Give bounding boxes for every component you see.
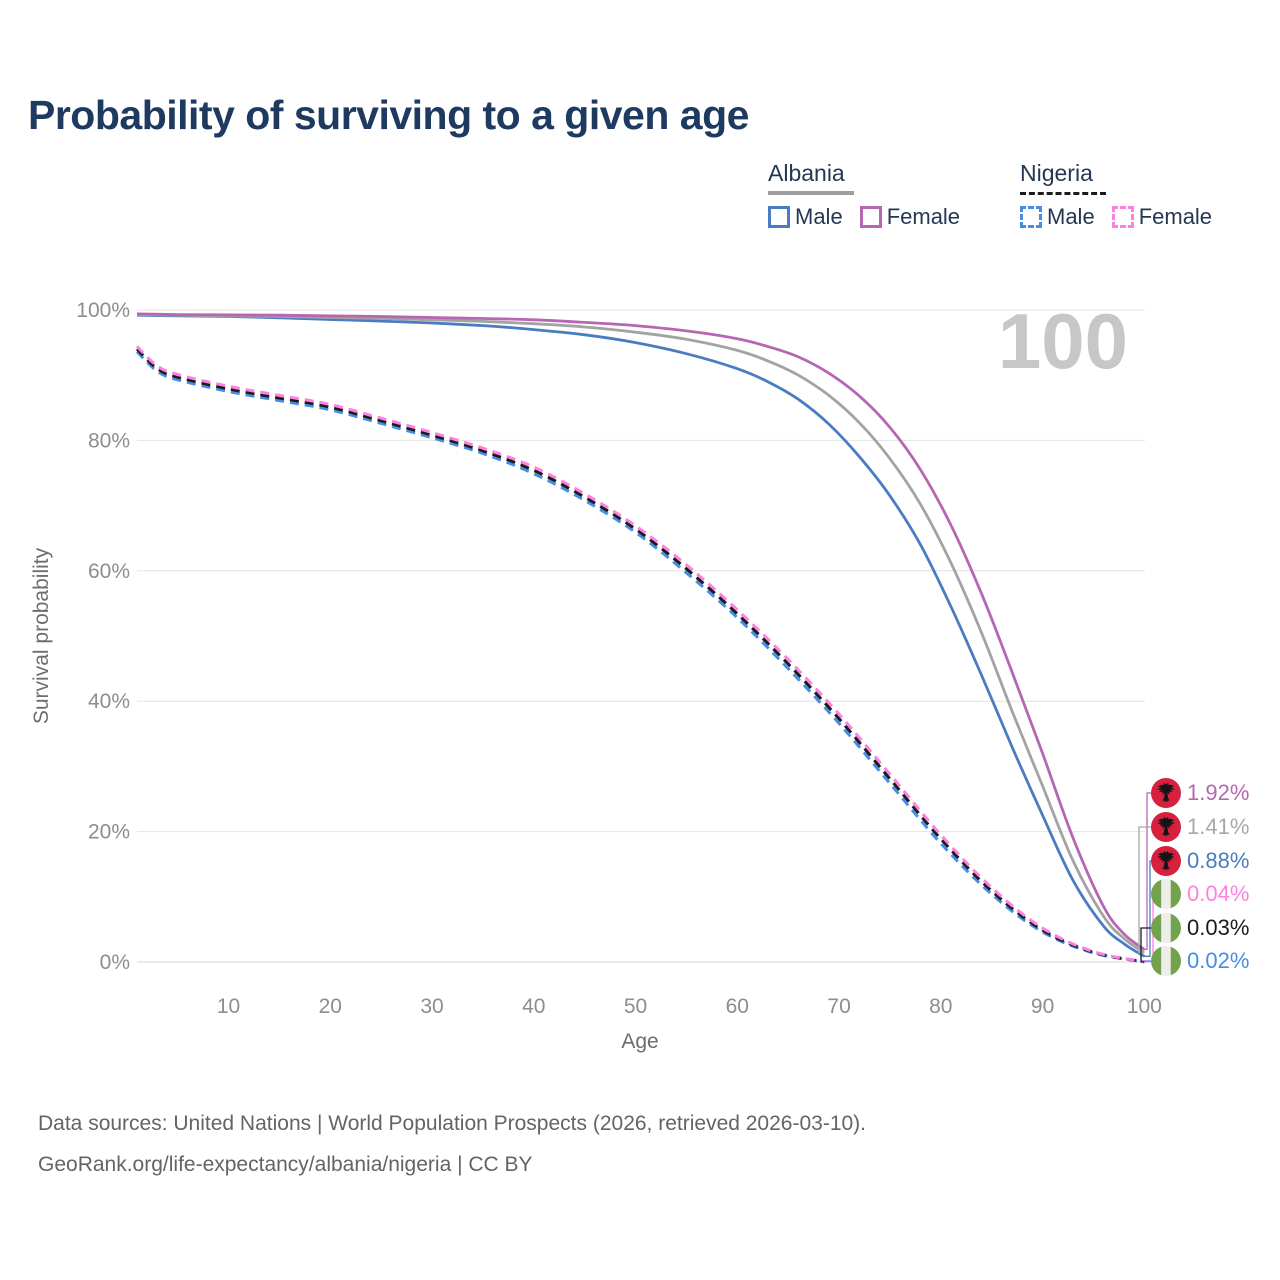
albania-male-swatch — [768, 206, 790, 228]
y-axis-title: Survival probability — [30, 547, 53, 724]
legend-item-nigeria-female[interactable]: Female — [1111, 204, 1213, 230]
footer-sources: Data sources: United Nations | World Pop… — [38, 1112, 867, 1135]
y-tick-60: 60% — [88, 560, 130, 583]
x-tick-10: 10 — [217, 995, 240, 1018]
y-tick-80: 80% — [88, 429, 130, 452]
nigeria-flag-icon — [1151, 913, 1181, 943]
x-tick-100: 100 — [1127, 995, 1162, 1018]
legend-label-nigeria-female: Female — [1138, 204, 1213, 229]
legend-item-albania-male[interactable]: Male — [768, 204, 843, 230]
y-tick-0: 0% — [100, 951, 130, 974]
gridlines — [137, 309, 1145, 963]
nigeria-flag-icon — [1151, 946, 1181, 976]
legend-label-nigeria-male: Male — [1047, 204, 1095, 229]
watermark-age-100: 100 — [998, 297, 1128, 385]
connector-albania_female — [1144, 792, 1151, 951]
legend-items-nigeria: Male Female — [1020, 204, 1212, 230]
x-tick-50: 50 — [624, 995, 647, 1018]
x-tick-90: 90 — [1031, 995, 1054, 1018]
end-value: 0.03% — [1187, 915, 1250, 940]
x-tick-20: 20 — [319, 995, 342, 1018]
x-tick-60: 60 — [726, 995, 749, 1018]
footer: Data sources: United Nations | World Pop… — [38, 1104, 1188, 1186]
end-label-nigeria-total: 0.03% — [1151, 913, 1249, 943]
curve-nigeria_female[interactable] — [135, 345, 1145, 964]
x-tick-40: 40 — [522, 995, 545, 1018]
x-axis-title: Age — [621, 1030, 658, 1053]
curve-nigeria_male[interactable] — [135, 350, 1145, 964]
curve-nigeria_total[interactable] — [135, 348, 1145, 964]
end-label-albania-total: 1.41% — [1151, 812, 1249, 842]
albania-female-swatch — [859, 206, 882, 228]
legend-country-nigeria[interactable]: Nigeria — [1020, 160, 1106, 195]
connector-nigeria_male — [1144, 960, 1151, 963]
legend-group-albania: Albania Male Female — [768, 160, 960, 230]
end-value: 0.88% — [1187, 848, 1250, 873]
connector-albania_male — [1144, 860, 1151, 957]
x-axis-ticks: 10 20 30 40 50 60 70 80 90 100 — [217, 995, 1162, 1018]
legend-group-nigeria: Nigeria Male Female — [1020, 160, 1212, 230]
legend-item-albania-female[interactable]: Female — [859, 204, 961, 230]
end-label-albania-female: 1.92% — [1151, 778, 1249, 808]
nigeria-female-swatch — [1111, 206, 1134, 228]
end-value: 1.41% — [1187, 814, 1250, 839]
albania-flag-icon — [1151, 812, 1181, 842]
connector-nigeria_total — [1140, 927, 1151, 963]
end-label-albania-male: 0.88% — [1151, 846, 1249, 876]
legend-country-albania[interactable]: Albania — [768, 160, 854, 195]
curve-albania_female[interactable] — [136, 312, 1146, 951]
legend-label-albania-female: Female — [886, 204, 961, 229]
curve-albania_total[interactable] — [136, 313, 1146, 954]
end-value: 0.02% — [1187, 948, 1250, 973]
end-value: 1.92% — [1187, 780, 1250, 805]
albania-flag-icon — [1151, 778, 1181, 808]
x-tick-70: 70 — [827, 995, 850, 1018]
page-title: Probability of surviving to a given age — [28, 92, 749, 138]
end-label-nigeria-male: 0.02% — [1151, 946, 1249, 976]
footer-attribution: GeoRank.org/life-expectancy/albania/nige… — [38, 1152, 533, 1176]
y-tick-40: 40% — [88, 690, 130, 713]
legend-items-albania: Male Female — [768, 204, 960, 230]
albania-flag-icon — [1151, 846, 1181, 876]
curve-albania_male[interactable] — [136, 313, 1146, 958]
nigeria-male-swatch — [1020, 206, 1042, 228]
x-tick-30: 30 — [420, 995, 443, 1018]
nigeria-flag-icon — [1151, 879, 1181, 909]
legend-label-albania-male: Male — [795, 204, 843, 229]
end-value: 0.04% — [1187, 881, 1250, 906]
x-tick-80: 80 — [929, 995, 952, 1018]
curves — [135, 312, 1146, 964]
y-axis-ticks: 100% 80% 60% 40% 20% 0% — [76, 299, 130, 974]
y-tick-100: 100% — [76, 299, 130, 322]
legend-item-nigeria-male[interactable]: Male — [1020, 204, 1095, 230]
end-label-nigeria-female: 0.04% — [1151, 879, 1249, 909]
y-tick-20: 20% — [88, 821, 130, 844]
